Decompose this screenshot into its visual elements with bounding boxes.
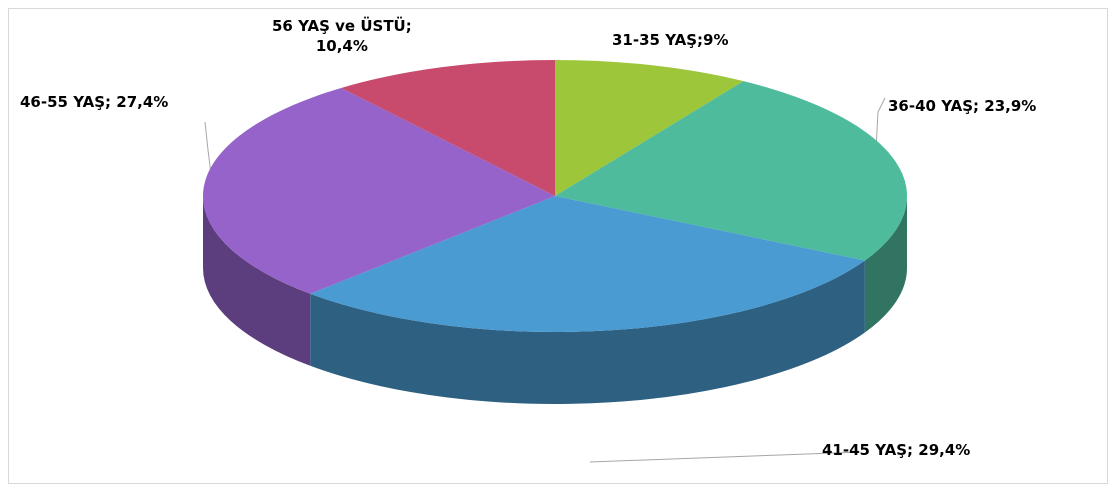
- pie-slice: [341, 60, 555, 196]
- pie-side: [310, 260, 865, 405]
- leader-line: [875, 97, 886, 151]
- pie-slice: [555, 60, 744, 196]
- pie-slice: [310, 196, 865, 333]
- data-label: 36-40 YAŞ; 23,9%: [888, 97, 1037, 115]
- pie-side: [864, 196, 907, 333]
- data-label: 41-45 YAŞ; 29,4%: [822, 441, 971, 459]
- pie-slice: [555, 81, 908, 261]
- pie-side: [203, 196, 311, 366]
- chart-frame: [8, 8, 1108, 484]
- pie-slice: [203, 87, 555, 294]
- data-label: 31-35 YAŞ;9%: [612, 31, 729, 49]
- data-label: 56 YAŞ ve ÜSTÜ; 10,4%: [272, 17, 412, 55]
- data-label: 46-55 YAŞ; 27,4%: [20, 93, 169, 111]
- leader-line: [589, 451, 861, 463]
